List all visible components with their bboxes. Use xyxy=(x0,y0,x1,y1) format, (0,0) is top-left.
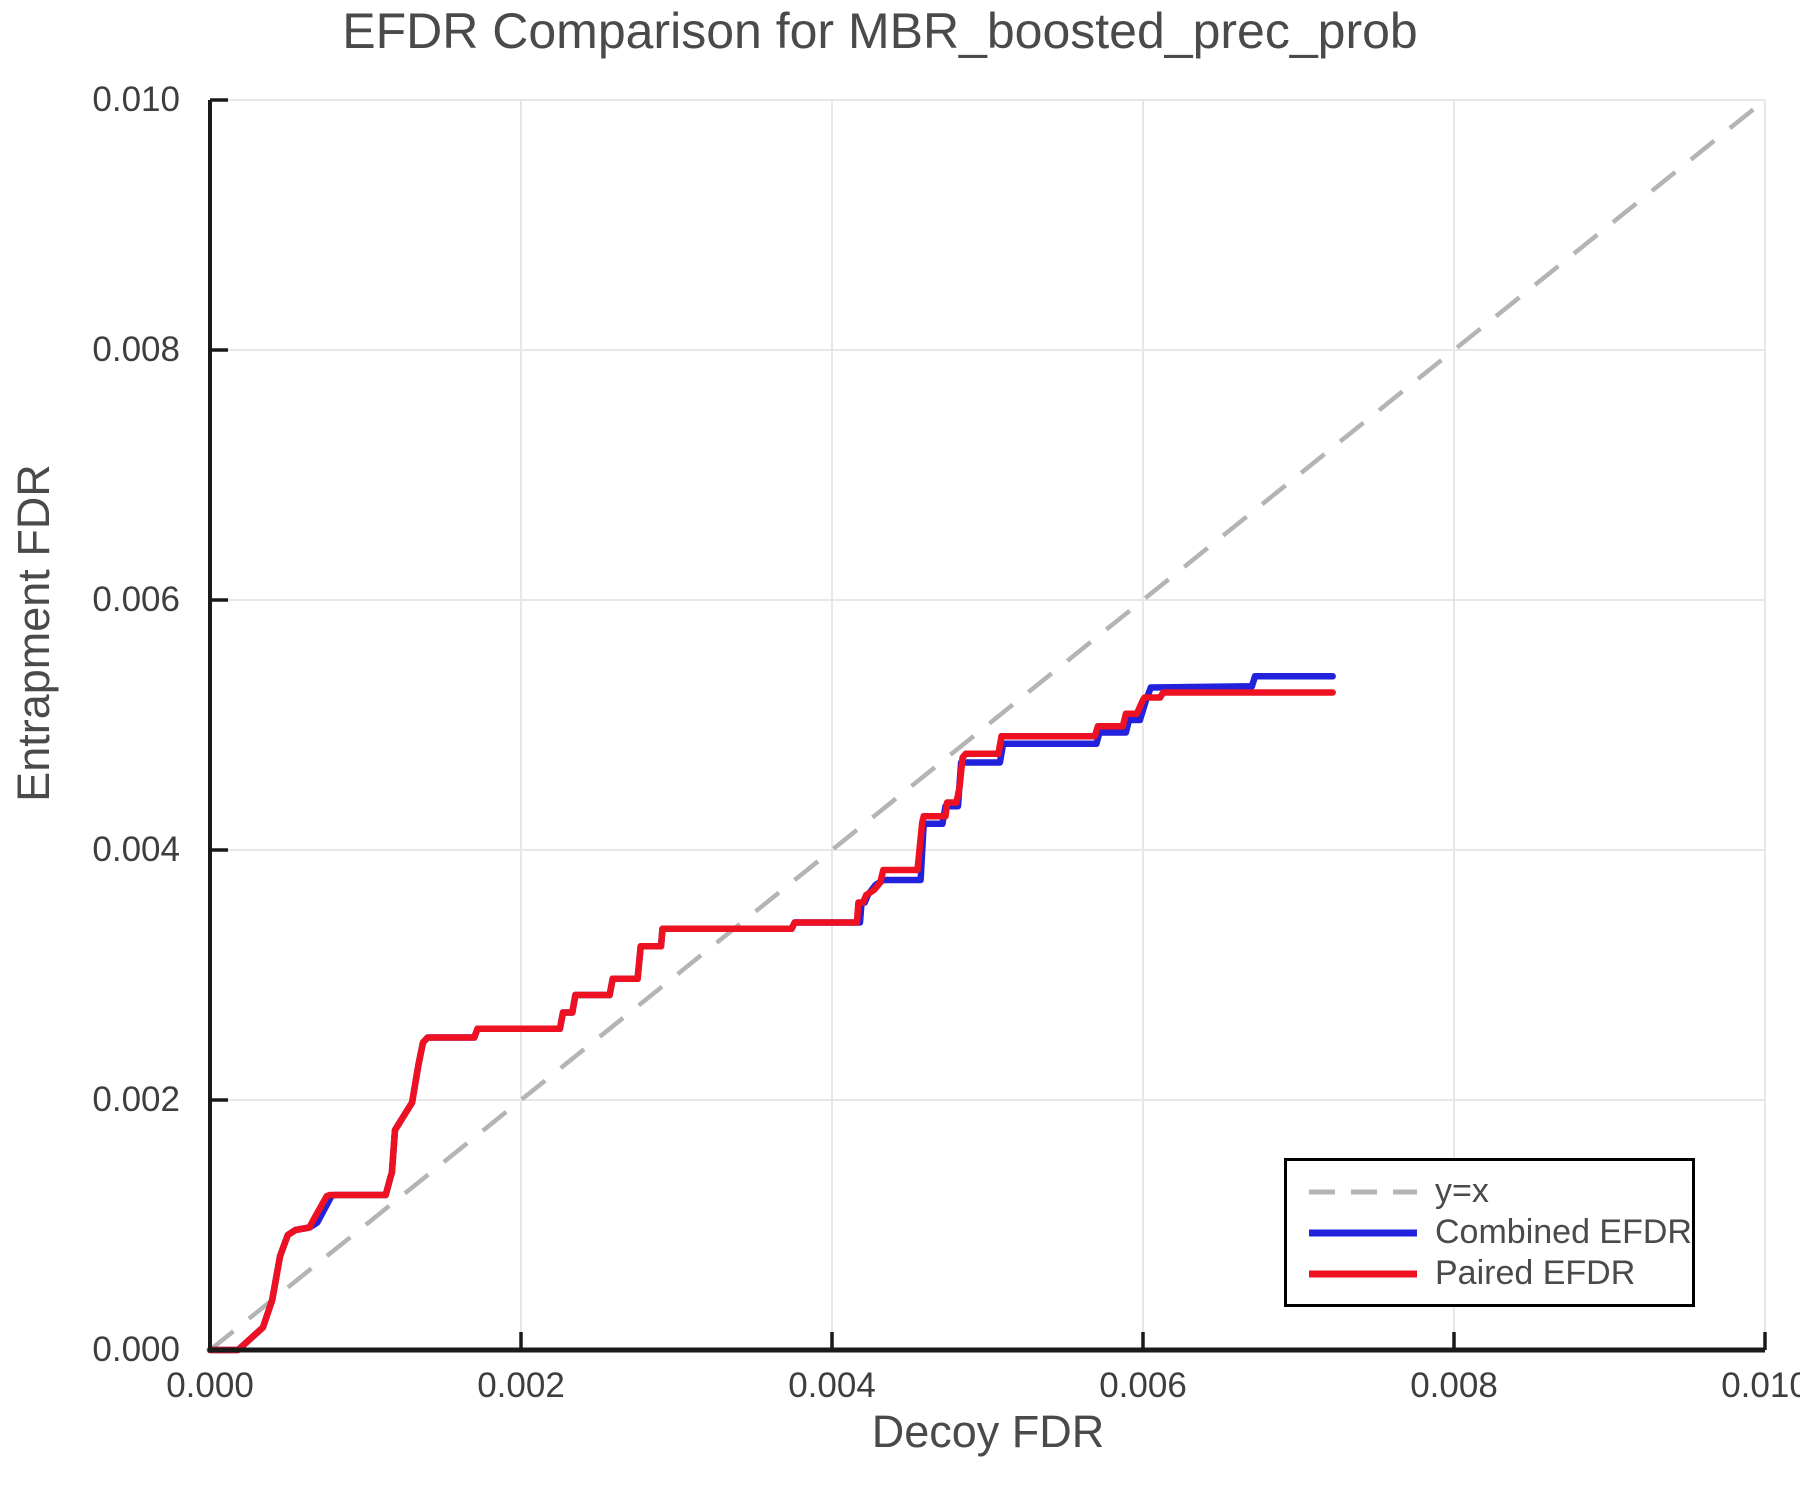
x-tick-label: 0.000 xyxy=(166,1366,254,1405)
identity-line xyxy=(208,98,1767,1352)
paired-efdr-line xyxy=(206,689,1336,1354)
tick-marks xyxy=(208,98,1767,1352)
y-tick-label: 0.000 xyxy=(92,1330,180,1369)
x-tick-label: 0.010 xyxy=(1721,1366,1800,1405)
identity-line-sample-icon xyxy=(1309,1189,1417,1194)
y-tick-label: 0.008 xyxy=(92,330,180,369)
y-tick-label: 0.002 xyxy=(92,1080,180,1119)
combined-efdr-line xyxy=(206,673,1336,1354)
x-axis-title: Decoy FDR xyxy=(871,1406,1105,1457)
x-tick-label: 0.008 xyxy=(1410,1366,1498,1405)
legend-label-identity: y=x xyxy=(1435,1172,1489,1210)
legend-item-combined-efdr: Combined EFDR xyxy=(1307,1213,1692,1251)
legend-label-paired-efdr: Paired EFDR xyxy=(1435,1254,1636,1292)
legend-item-paired-efdr: Paired EFDR xyxy=(1307,1254,1692,1292)
paired-efdr-line-sample-icon xyxy=(1309,1270,1417,1277)
x-tick-label: 0.006 xyxy=(1099,1366,1187,1405)
gridlines xyxy=(210,99,1766,1350)
x-tick-label: 0.002 xyxy=(477,1366,565,1405)
x-tick-label: 0.004 xyxy=(788,1366,876,1405)
y-tick-label: 0.004 xyxy=(92,830,180,869)
legend-label-combined-efdr: Combined EFDR xyxy=(1435,1213,1692,1251)
y-tick-label: 0.006 xyxy=(92,580,180,619)
legend: y=x Combined EFDR Paired EFDR xyxy=(1284,1158,1695,1307)
axis-spines xyxy=(208,100,1765,1353)
y-tick-label: 0.010 xyxy=(92,80,180,119)
legend-item-identity: y=x xyxy=(1307,1172,1692,1210)
combined-efdr-line-sample-icon xyxy=(1309,1229,1417,1236)
chart-title: EFDR Comparison for MBR_boosted_prec_pro… xyxy=(342,3,1418,59)
